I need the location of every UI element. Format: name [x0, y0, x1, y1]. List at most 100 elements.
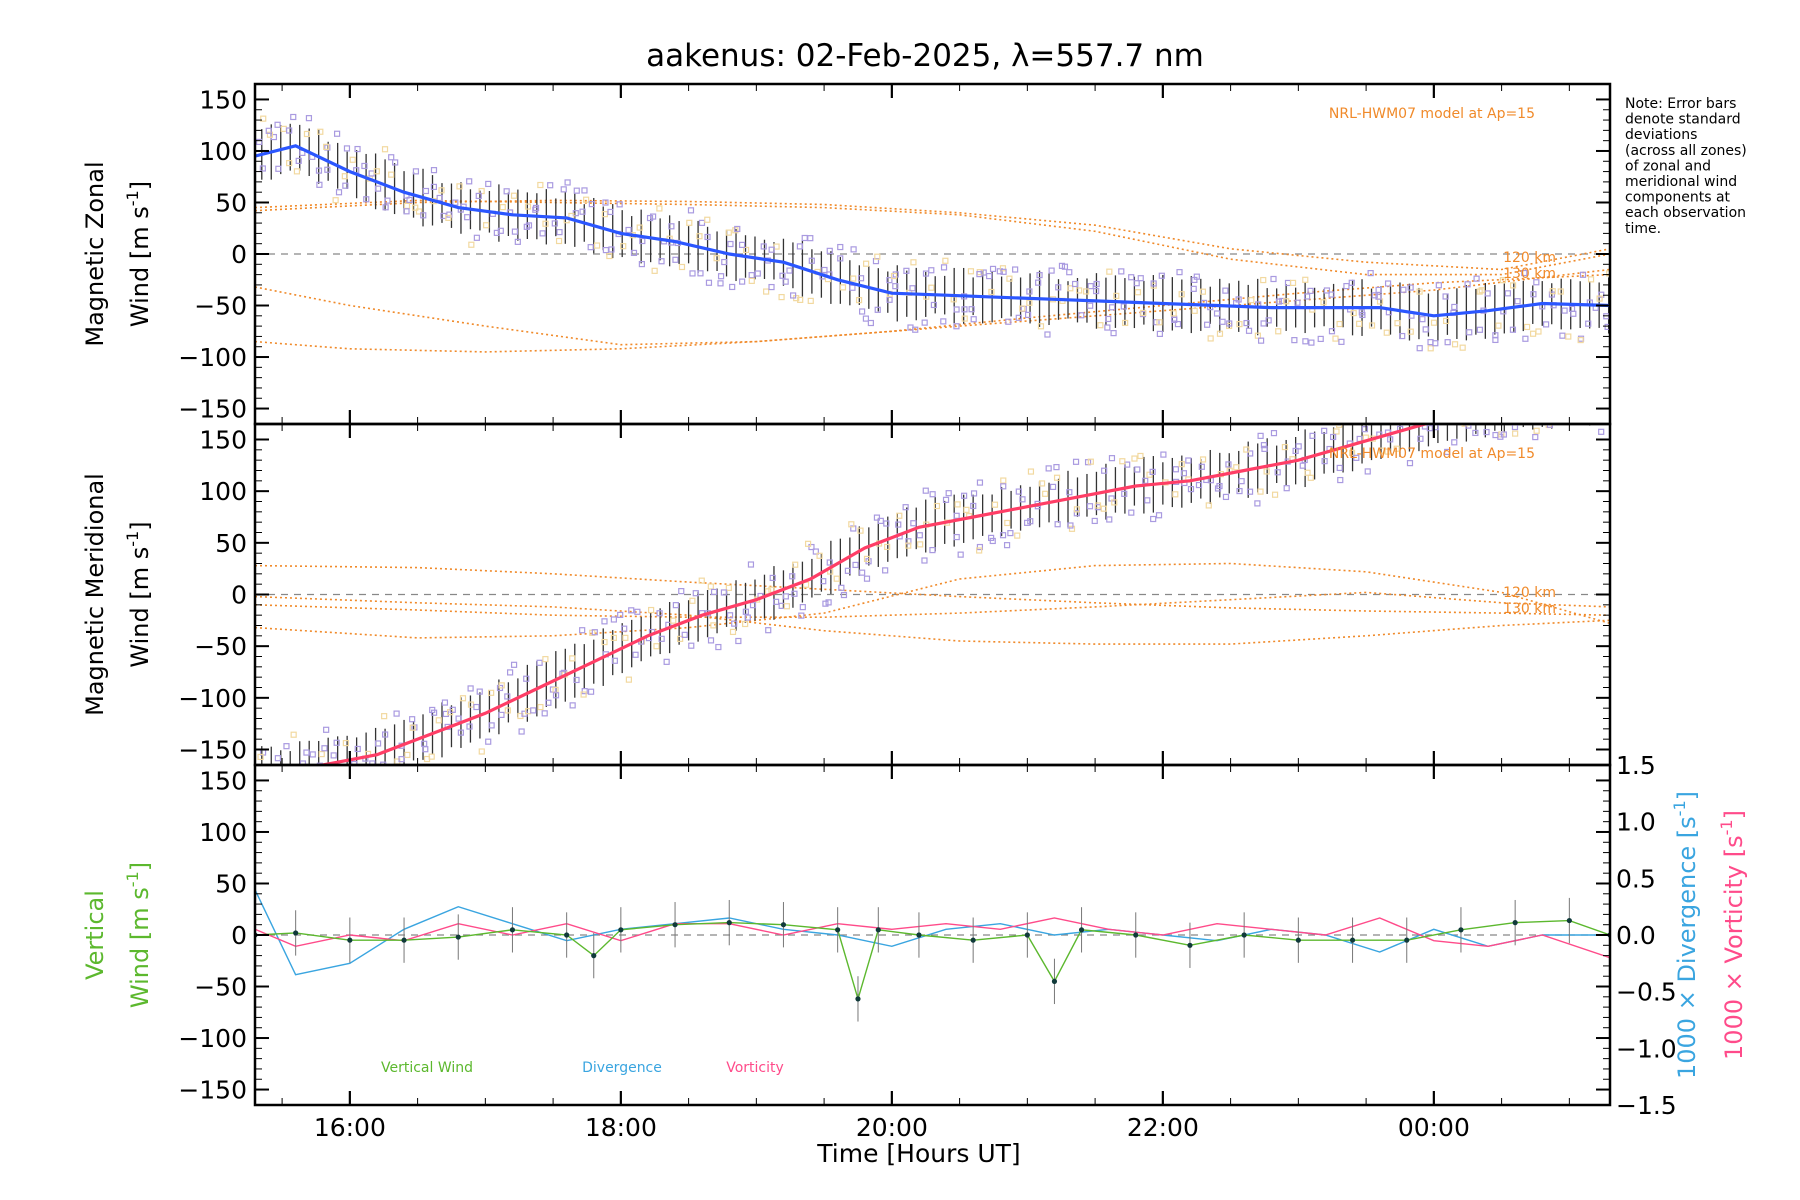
sample-point — [807, 235, 814, 242]
sample-point — [1421, 424, 1429, 430]
sample-point — [1549, 288, 1556, 295]
sample-point — [333, 130, 341, 137]
y-tick-label: 0 — [231, 240, 247, 269]
sample-point — [1035, 279, 1042, 286]
y-axis-label-line1: Magnetic Zonal — [81, 161, 109, 346]
sample-point — [953, 512, 960, 519]
sample-point — [1270, 430, 1278, 437]
model-curve — [255, 268, 1610, 346]
sample-point — [1451, 439, 1458, 446]
sample-point — [324, 144, 331, 151]
y-tick-label: −50 — [194, 632, 247, 661]
sample-point — [1283, 298, 1290, 305]
sample-point — [1483, 428, 1490, 436]
sample-point — [857, 275, 865, 282]
sample-point — [988, 288, 995, 296]
sample-point — [467, 685, 474, 692]
sample-point — [1509, 282, 1517, 289]
sample-point — [999, 265, 1007, 272]
y-tick-label: −100 — [178, 1024, 247, 1053]
sample-point — [1274, 469, 1281, 476]
sample-point — [268, 793, 273, 798]
sample-point — [511, 228, 519, 235]
sample-point — [1024, 311, 1032, 318]
sample-point — [430, 167, 438, 174]
sample-point — [1131, 455, 1138, 462]
sample-point — [1457, 406, 1462, 411]
sample-point — [1104, 324, 1111, 331]
chart-title: aakenus: 02-Feb-2025, λ=557.7 nm — [646, 38, 1204, 74]
sample-point — [438, 187, 445, 194]
sample-point — [705, 279, 713, 286]
sample-point — [1086, 503, 1094, 510]
panel-meridional: 150 100 50 0 −50 −100 −150 Magnetic Meridional W… — [81, 366, 1612, 798]
sample-point — [1093, 287, 1100, 295]
sample-point — [1442, 317, 1450, 325]
sample-point — [1520, 371, 1525, 376]
sample-point — [1544, 366, 1549, 371]
sample-point — [542, 656, 549, 663]
sample-point — [890, 272, 898, 280]
sample-point — [286, 127, 293, 134]
sample-point — [1418, 396, 1423, 401]
vertical-wind-point — [1566, 917, 1572, 924]
sample-point — [1546, 415, 1551, 420]
model-altitude-label: 120 km — [1503, 585, 1556, 601]
sample-point — [1575, 382, 1580, 387]
model-curve — [255, 199, 1610, 271]
sample-point — [883, 520, 890, 527]
sample-point — [731, 620, 738, 627]
sample-point — [404, 751, 411, 759]
sample-point — [1122, 319, 1129, 327]
sample-point — [849, 284, 856, 291]
note-line: of zonal and — [1625, 158, 1711, 174]
sample-point — [1105, 315, 1112, 323]
sample-point — [1496, 370, 1501, 375]
sample-point — [363, 196, 370, 203]
sample-point — [1338, 338, 1345, 345]
y-tick-label: −50 — [194, 973, 247, 1002]
sample-point — [1542, 321, 1550, 328]
sample-point — [485, 180, 492, 188]
sample-point — [1073, 510, 1080, 517]
sample-point — [1432, 340, 1439, 347]
sample-point — [1442, 293, 1449, 300]
sample-point — [838, 584, 845, 591]
y-axis-label-line2: Wind [m s-1] — [123, 862, 154, 1008]
sample-point — [1066, 269, 1073, 276]
sample-point — [1484, 290, 1491, 297]
sample-point — [980, 269, 987, 276]
vertical-wind-point — [875, 927, 881, 933]
sample-point — [1000, 477, 1007, 484]
sample-point — [436, 194, 443, 202]
sample-point — [282, 782, 287, 787]
sample-point — [1027, 468, 1035, 475]
x-axis: 16:00 18:00 20:00 22:00 00:00 — [281, 84, 1570, 1142]
vertical-wind-point — [1241, 932, 1247, 938]
sample-point — [1180, 470, 1188, 477]
sample-point — [816, 552, 823, 559]
sample-point — [873, 514, 881, 521]
sample-point — [921, 319, 928, 326]
sample-point — [1037, 323, 1045, 330]
sample-point — [610, 616, 617, 623]
sample-point — [1236, 487, 1243, 495]
sample-point — [442, 710, 450, 718]
sample-point — [393, 710, 400, 717]
sample-point — [1044, 331, 1051, 338]
sample-point — [905, 542, 912, 549]
sample-point — [499, 204, 506, 211]
sample-point — [742, 608, 749, 615]
sample-point — [1257, 432, 1264, 439]
sample-point — [392, 159, 399, 166]
sample-point — [313, 788, 318, 793]
sample-point — [782, 278, 789, 285]
sample-point — [532, 204, 540, 212]
sample-point — [569, 655, 576, 662]
sample-point — [729, 283, 736, 291]
sample-point — [372, 775, 377, 780]
sample-point — [1383, 329, 1390, 336]
sample-point — [942, 496, 950, 503]
sample-point — [323, 143, 330, 150]
sample-point — [989, 537, 996, 545]
